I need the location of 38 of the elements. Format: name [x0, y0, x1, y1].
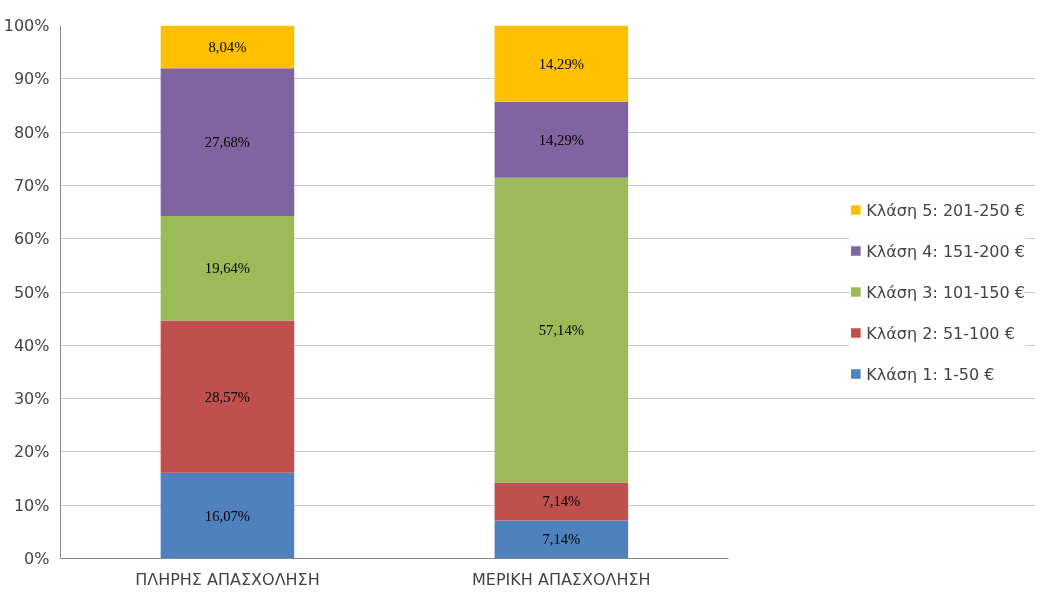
data-label: 7,14%: [542, 493, 581, 510]
bar: [160, 25, 295, 69]
y-tick-label: 100%: [3, 16, 50, 35]
y-tick-label: 20%: [13, 442, 50, 462]
y-tick-label: 80%: [13, 122, 50, 142]
data-label: 8,04%: [208, 38, 247, 55]
data-label: 14,29%: [538, 55, 584, 72]
y-tick-label: 0%: [24, 549, 50, 568]
data-label: 27,68%: [204, 134, 251, 151]
y-tick-label: 90%: [13, 69, 50, 89]
x-tick-label: ΠΛΗΡΗΣ ΑΠΑΣΧΟΛΗΣΗ: [135, 569, 320, 589]
y-tick-label: 50%: [13, 282, 50, 302]
data-label: 16,07%: [204, 507, 251, 524]
data-label: 28,57%: [204, 388, 251, 405]
bar: [494, 520, 629, 559]
bar: [160, 215, 295, 321]
y-tick-label: 30%: [13, 389, 50, 409]
data-label: 19,64%: [204, 260, 251, 277]
bar: [494, 25, 629, 102]
legend-label: Κλάση 1: 1-50 €: [866, 364, 995, 383]
bar: [494, 482, 629, 521]
y-tick-label: 40%: [13, 335, 50, 355]
y-tick-label: 60%: [13, 229, 50, 249]
legend-label: Κλάση 5: 201-250 €: [866, 200, 1025, 219]
bar: [494, 101, 629, 178]
bar: [160, 320, 295, 473]
data-label: 7,14%: [542, 531, 581, 548]
data-label: 57,14%: [538, 322, 584, 339]
legend-label: Κλάση 3: 101-150 €: [866, 282, 1025, 301]
bar: [494, 177, 629, 483]
data-label: 14,29%: [538, 131, 584, 148]
y-tick-label: 10%: [13, 495, 50, 515]
legend-label: Κλάση 2: 51-100 €: [866, 323, 1015, 342]
legend-label: Κλάση 4: 151-200 €: [866, 241, 1025, 260]
y-tick-label: 70%: [13, 175, 50, 195]
x-tick-label: ΜΕΡΙΚΗ ΑΠΑΣΧΟΛΗΣΗ: [472, 569, 651, 589]
bar: [160, 472, 295, 559]
bar: [160, 68, 295, 216]
